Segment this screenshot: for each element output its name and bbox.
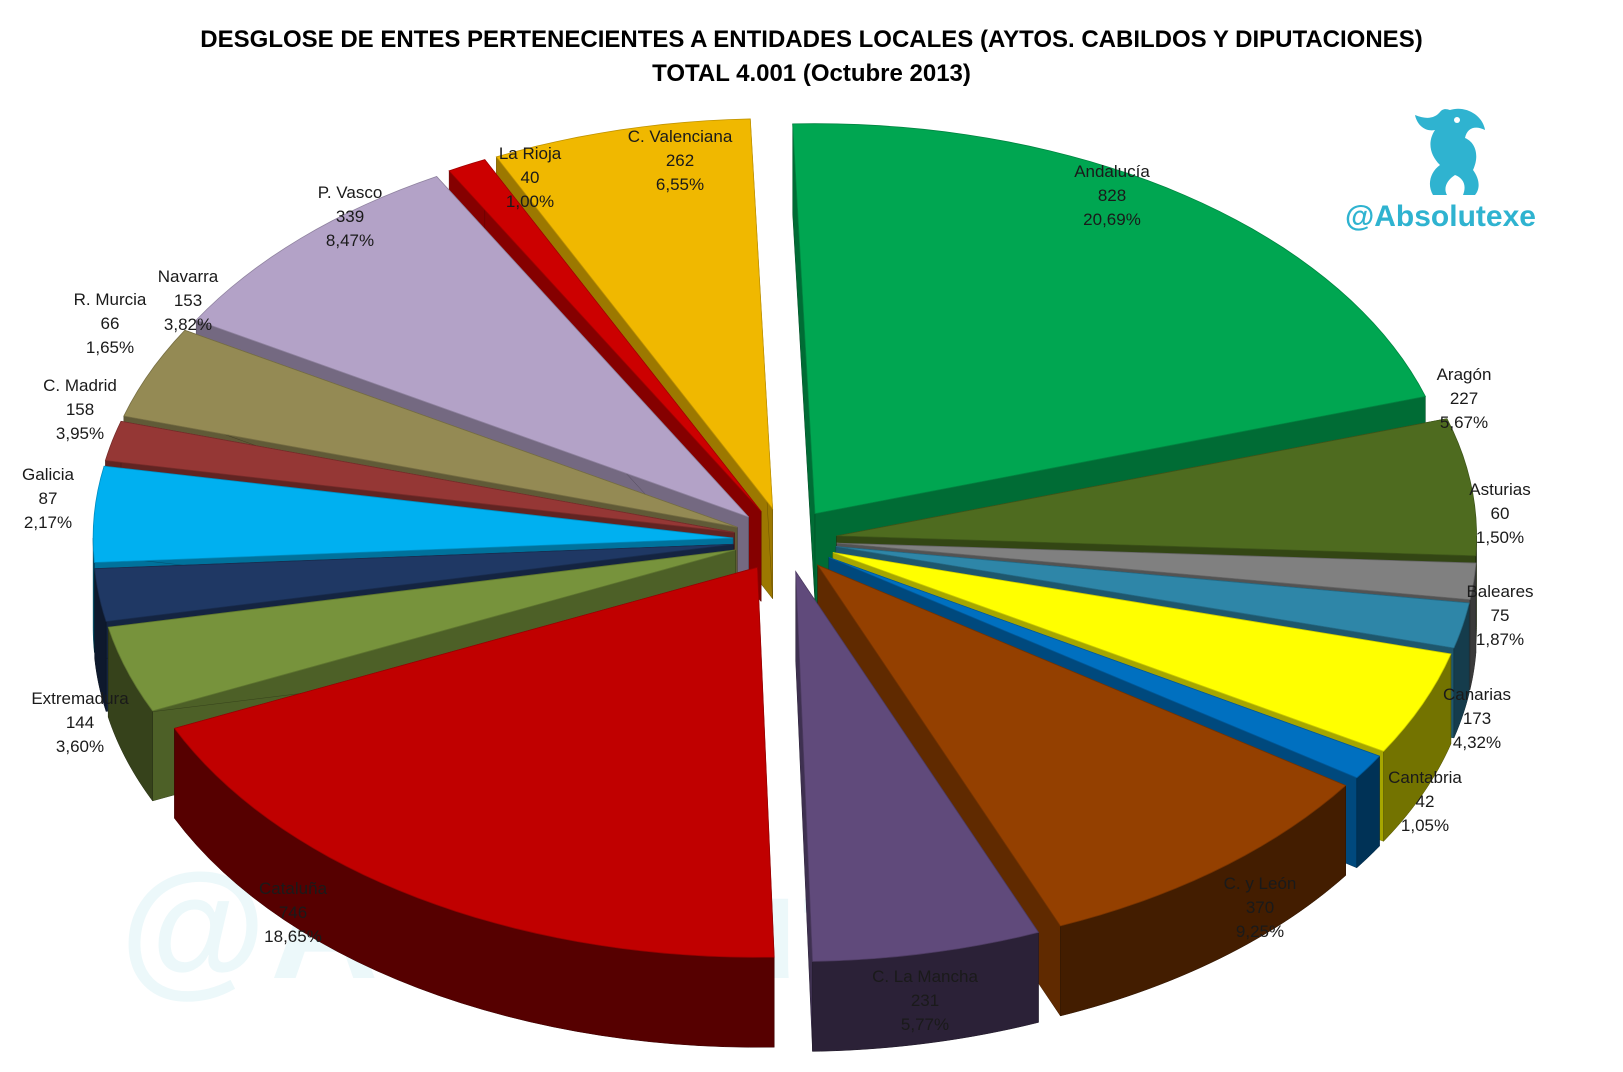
- slice-label-name: P. Vasco: [318, 183, 383, 202]
- slice-label-percent: 5,67%: [1440, 413, 1488, 432]
- slice-label-value: 262: [666, 151, 694, 170]
- griffin-icon: [1415, 108, 1485, 195]
- slice-label-percent: 4,32%: [1453, 733, 1501, 752]
- slice-label-percent: 3,60%: [56, 737, 104, 756]
- slice-label-percent: 6,55%: [656, 175, 704, 194]
- slice-label-name: Baleares: [1466, 582, 1533, 601]
- slice-label-percent: 8,47%: [326, 231, 374, 250]
- slice-label-value: 42: [1416, 792, 1435, 811]
- slice-label-percent: 1,87%: [1476, 630, 1524, 649]
- slice-label-value: 828: [1098, 186, 1126, 205]
- chart-title: DESGLOSE DE ENTES PERTENECIENTES A ENTID…: [200, 26, 1423, 53]
- slice-label-percent: 9,25%: [1236, 922, 1284, 941]
- slice-label-percent: 5,77%: [901, 1015, 949, 1034]
- slice-label-name: Cataluña: [259, 879, 328, 898]
- slice-label-name: Aragón: [1437, 365, 1492, 384]
- slice-label-percent: 3,82%: [164, 315, 212, 334]
- slice-label-value: 158: [66, 400, 94, 419]
- slice-label-value: 144: [66, 713, 94, 732]
- slice-label-value: 40: [521, 168, 540, 187]
- slice-label-name: Andalucía: [1074, 162, 1150, 181]
- slice-label-value: 60: [1491, 504, 1510, 523]
- slice-label-value: 75: [1491, 606, 1510, 625]
- slice-label-value: 173: [1463, 709, 1491, 728]
- slice-label-name: C. Madrid: [43, 376, 117, 395]
- slice-label-name: C. La Mancha: [872, 967, 978, 986]
- slice-label-name: Galicia: [22, 465, 75, 484]
- slice-label-percent: 3,95%: [56, 424, 104, 443]
- slice-label-name: Canarias: [1443, 685, 1511, 704]
- slice-label-name: Asturias: [1469, 480, 1530, 499]
- slice-label-name: Extremadura: [31, 689, 129, 708]
- slice-label-name: La Rioja: [499, 144, 562, 163]
- slice-c-la-mancha: [795, 570, 1040, 1052]
- slice-label-percent: 1,50%: [1476, 528, 1524, 547]
- slice-label-value: 66: [101, 314, 120, 333]
- slice-label-name: C. Valenciana: [628, 127, 733, 146]
- handle-label: @Absolutexe: [1345, 200, 1536, 233]
- slice-label-percent: 18,65%: [264, 927, 322, 946]
- slice-label-name: Navarra: [158, 267, 219, 286]
- slice-label-percent: 1,05%: [1401, 816, 1449, 835]
- slice-label-value: 87: [39, 489, 58, 508]
- slice-label-value: 339: [336, 207, 364, 226]
- slice-label-value: 227: [1450, 389, 1478, 408]
- slice-label-name: R. Murcia: [74, 290, 147, 309]
- slice-label-value: 153: [174, 291, 202, 310]
- slice-label-percent: 1,65%: [86, 338, 134, 357]
- slice-label-name: C. y León: [1224, 874, 1297, 893]
- slice-label-percent: 1,00%: [506, 192, 554, 211]
- slice-catalu-a: [173, 566, 775, 1048]
- slice-label-value: 746: [279, 903, 307, 922]
- chart-subtitle: TOTAL 4.001 (Octubre 2013): [652, 60, 971, 87]
- slice-label-percent: 20,69%: [1083, 210, 1141, 229]
- slice-label-name: Cantabria: [1388, 768, 1462, 787]
- slice-label-percent: 2,17%: [24, 513, 72, 532]
- slice-label-value: 370: [1246, 898, 1274, 917]
- slice-label-value: 231: [911, 991, 939, 1010]
